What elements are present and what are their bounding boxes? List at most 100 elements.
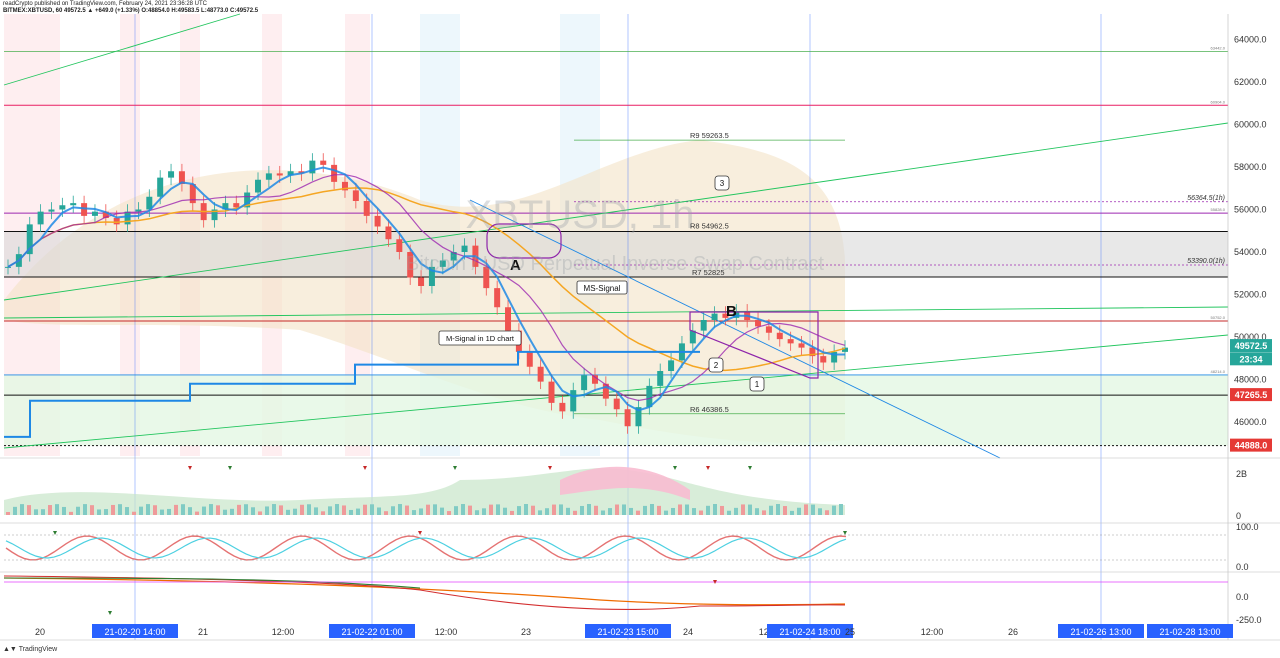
candle-body [287,171,294,176]
level-label-r9: R9 59263.5 [690,131,729,140]
candle-body [255,179,262,193]
trend-line [3,306,1229,319]
candle-body [450,252,457,261]
volume-bar [468,505,472,515]
volume-bar [139,506,143,515]
volume-bar [363,504,367,515]
candle-body [755,320,762,327]
volume-bar [811,504,815,515]
volume-bar [531,505,535,515]
right-label-56364: 56364.5(1h) [1187,195,1225,202]
candle-body [222,203,229,210]
volume-bar [482,508,486,515]
volume-bar [720,505,724,515]
wave-label-3: 3 [720,179,725,188]
right-label-small: 48214.0 [1211,369,1226,374]
x-tick-label: 20 [35,627,45,637]
y-tick-label: 54000.0 [1234,247,1267,257]
volume-bar [398,504,402,515]
candle-body [689,330,696,344]
candle-body [537,366,544,382]
volume-bar [538,510,542,515]
candle-body [385,226,392,240]
candle-body [798,343,805,348]
volume-bar [678,504,682,515]
volume-bar [321,511,325,515]
x-tick-label-highlight: 21-02-20 14:00 [104,627,165,637]
volume-bar [734,507,738,515]
candle-body [483,266,490,289]
x-label-highlight-bg [329,624,415,638]
volume-bar [629,507,633,515]
y-tick-label: 60000.0 [1234,120,1267,130]
volume-bar [335,504,339,515]
x-tick-label: 26 [1008,627,1018,637]
volume-bar [209,504,213,515]
volume-bar [328,506,332,515]
candle-body [113,218,120,225]
volume-bar [797,507,801,515]
x-tick-label: 24 [683,627,693,637]
volume-bar [41,509,45,515]
price-tag: 44888.0 [1235,441,1268,451]
volume-bar [90,505,94,515]
volume-bar [223,509,227,515]
candle-body [233,203,240,208]
volume-bar [286,509,290,515]
wave-label-1-bg [749,376,765,392]
candle-body [320,160,327,165]
price-tag: 49572.5 [1235,341,1268,351]
volume-bar [776,504,780,515]
volume-bar [6,512,10,515]
tv-icon: ▲▼ [3,646,17,653]
volume-bar [272,504,276,515]
volume-bar [230,508,234,515]
y-tick-label: 52000.0 [1234,290,1267,300]
candle-body [526,351,533,367]
volume-bar [713,504,717,515]
signal-marker [748,466,752,470]
candle-body [374,215,381,227]
volume-bar [356,508,360,515]
oscillator-slow [5,537,847,559]
volume-bar [69,511,73,515]
candle-body [428,266,435,286]
candle-body [809,347,816,357]
volume-bar [545,508,549,515]
price-tag-bg [1230,339,1272,353]
volume-bar [818,508,822,515]
volume-bar [636,510,640,515]
momentum-green [3,577,421,589]
trend-line [469,199,1001,459]
momentum-axis-label-top: 0.0 [1236,592,1249,602]
candle-body [765,326,772,333]
volume-bar [251,507,255,515]
volume-bar [167,508,171,515]
candle-body [407,252,414,278]
candle-body [548,381,555,403]
candle-body [26,224,33,255]
trend-line [3,13,241,86]
candle-body [363,201,370,216]
wave-label-2: 2 [714,361,719,370]
volume-bar [111,504,115,515]
candle-body [211,209,218,221]
signal-marker [363,466,367,470]
candle-body [70,203,77,206]
volume-bar [20,504,24,515]
volume-bar [727,510,731,515]
volume-axis-label-bottom: 0 [1236,511,1241,521]
watermark-title: XBTUSD, 1h [466,193,695,237]
candle-body [570,390,577,412]
volume-bar [580,505,584,515]
candle-body [842,347,848,352]
volume-bar [748,504,752,515]
volume-bar [412,510,416,515]
volume-bar [454,506,458,515]
volume-bar [370,504,374,515]
candle-body [189,184,196,204]
volume-bar [783,506,787,515]
candle-body [91,211,98,216]
ma-orange [7,187,846,372]
